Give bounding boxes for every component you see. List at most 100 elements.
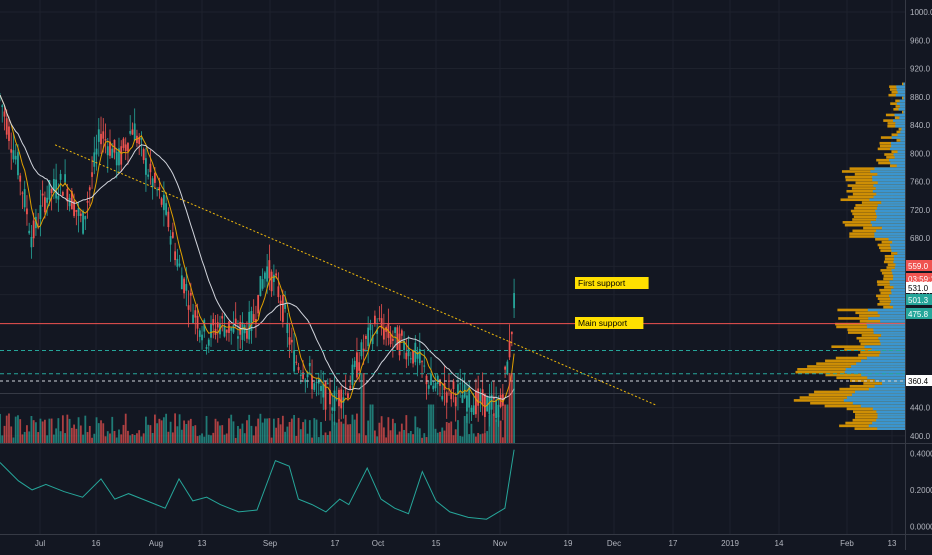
volume-bar [64,433,66,443]
volume-bar [192,426,194,443]
candle-body [91,172,93,177]
volume-bar [40,419,42,443]
volume-bar [150,425,152,443]
volume-bar [304,419,306,443]
candle-body [513,293,515,308]
volume-bar [17,415,19,443]
volume-profile-bar-blue [853,402,905,405]
candle-body [282,295,284,322]
candle-body [192,315,194,323]
volume-profile-bar-blue [876,410,905,413]
price-axis-label: 880.0 [910,93,931,102]
candle-body [289,337,291,345]
volume-profile-bar-blue [861,405,905,408]
volume-bar [105,436,107,443]
volume-bar [136,433,138,443]
volume-bar [311,438,313,443]
volume-bar [264,419,266,444]
volume-profile-bar-blue [897,252,905,255]
volume-bar [181,430,183,443]
volume-bar [158,419,160,443]
volume-bar [107,431,109,443]
candle-body [123,139,125,148]
candle-body [264,273,266,279]
candle-body [448,380,450,381]
candle-body [401,330,403,335]
volume-profile-bar-blue [897,88,905,91]
volume-profile-bar-blue [877,207,905,210]
candle-body [286,323,288,333]
candle-body [331,407,333,410]
volume-bar [13,438,15,443]
volume-profile-bar-blue [875,167,905,170]
volume-bar [468,434,470,443]
volume-profile-bar-blue [898,91,905,94]
volume-bar [134,435,136,443]
volume-bar [477,433,479,443]
volume-profile-bar-blue [880,351,905,354]
candle-body [257,295,259,313]
candle-body [111,149,113,158]
volume-bar [114,431,116,443]
candle-body [300,375,302,376]
candle-body [435,383,437,388]
volume-bar [502,437,504,443]
candle-body [295,362,297,363]
candle-body [441,396,443,399]
volume-bar [475,437,477,443]
volume-bar [513,373,515,443]
volume-bar [78,417,80,443]
candle-body [320,386,322,391]
volume-bar [327,435,329,443]
volume-bar [203,437,205,443]
volume-bar [316,420,318,443]
candle-body [304,380,306,383]
candle-body [17,152,19,175]
volume-bar [511,373,513,443]
volume-bar [206,416,208,443]
candle-body [62,192,64,196]
candle-body [482,389,484,405]
candle-body [82,211,84,234]
oscillator-axis-label: 0.2000 [910,486,932,495]
time-axis-label: 17 [669,539,678,548]
volume-bar [8,413,10,443]
volume-bar [37,432,39,443]
candle-body [268,260,270,278]
time-axis-label: Jul [35,539,45,548]
volume-bar [116,438,118,443]
volume-bar [248,415,250,443]
candle-body [446,392,448,402]
volume-profile-bar-blue [895,263,905,266]
volume-profile-bar-blue [891,246,905,249]
volume-bar [318,437,320,443]
time-axis-label: Feb [840,539,854,548]
candle-body [253,314,255,321]
candle-body [358,362,360,371]
candle-body [450,393,452,399]
volume-profile-bar-blue [873,328,905,331]
volume-profile-bar-blue [890,244,905,247]
time-axis-label: Dec [607,539,621,548]
volume-bar [69,419,71,443]
price-axis-label: 920.0 [910,65,931,74]
volume-bar [179,414,181,443]
candle-body [93,152,95,166]
candle-body [51,189,53,193]
volume-bar [244,433,246,443]
volume-bar [82,435,84,443]
candle-body [165,203,167,215]
volume-bar [89,426,91,443]
candle-body [210,323,212,337]
candle-body [419,349,421,363]
candle-body [69,198,71,206]
price-tag-label: 360.4 [908,377,929,386]
volume-profile-bar-blue [900,139,905,142]
volume-bar [6,416,8,443]
volume-profile-bar-blue [876,213,905,216]
candle-body [280,301,282,305]
candle-body [242,322,244,340]
candle-body [226,329,228,332]
